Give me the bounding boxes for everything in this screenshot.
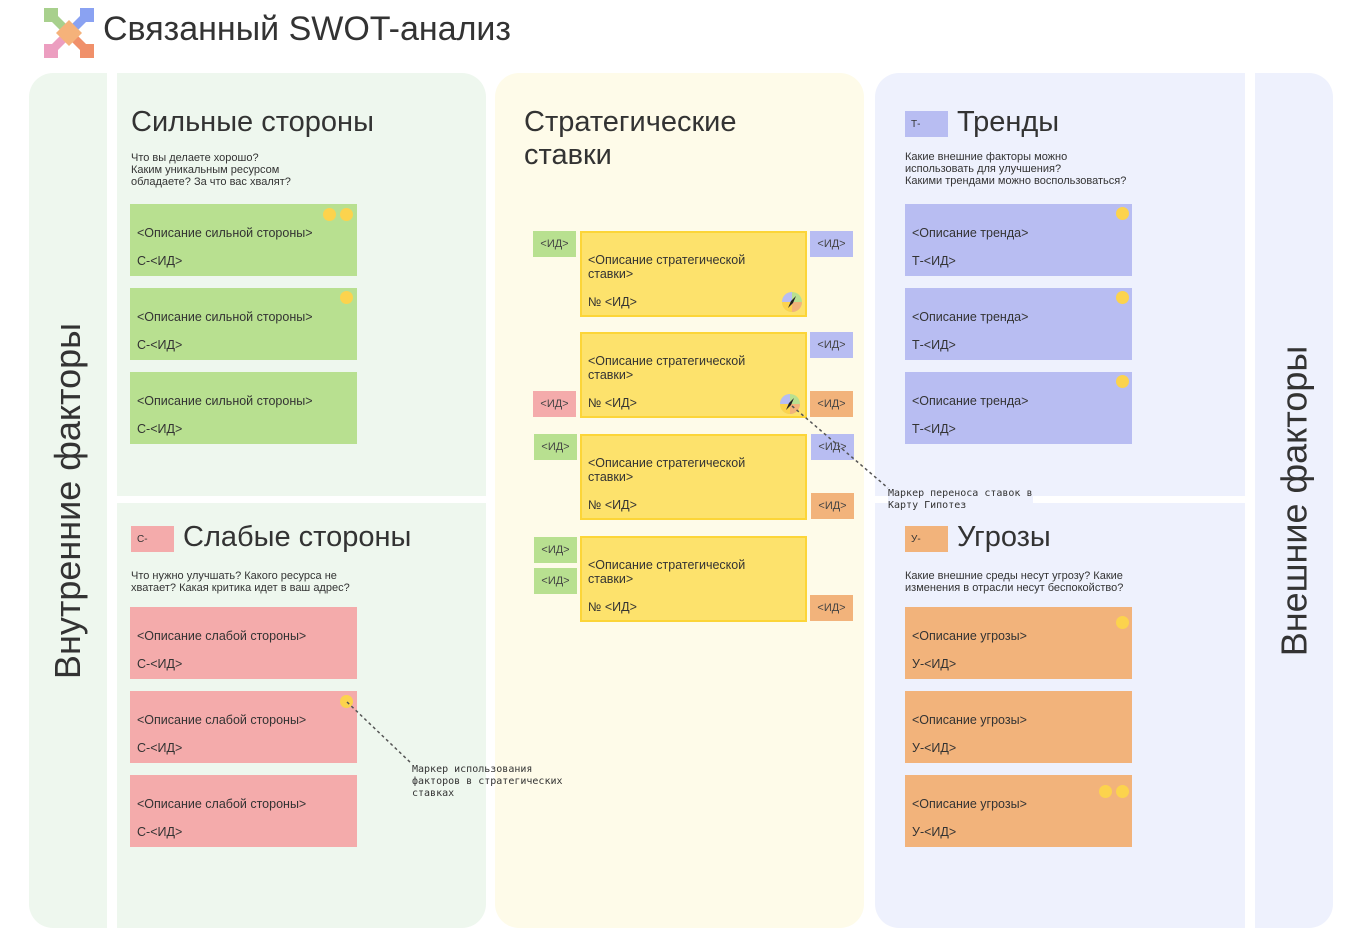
- trend-link-tag[interactable]: <ИД>: [811, 434, 854, 460]
- external-factors-bar: Внешние факторы: [1255, 73, 1333, 928]
- card-id: С-<ИД>: [137, 657, 183, 671]
- strength-card[interactable]: <Описание сильной стороны> С-<ИД>: [130, 288, 357, 360]
- usage-marker-dot: [1116, 291, 1129, 304]
- compass-icon[interactable]: [779, 393, 801, 415]
- strength-link-tag[interactable]: <ИД>: [534, 434, 577, 460]
- card-description: <Описание сильной стороны>: [137, 310, 313, 324]
- usage-marker-dot: [1099, 785, 1112, 798]
- card-id: Т-<ИД>: [912, 254, 956, 268]
- card-description: <Описание угрозы>: [912, 713, 1027, 727]
- usage-marker-note: Маркер использования факторов в стратеги…: [412, 764, 563, 799]
- usage-marker-dot: [1116, 785, 1129, 798]
- card-description: <Описание тренда>: [912, 310, 1029, 324]
- trend-prefix-tag: Т-: [905, 111, 948, 137]
- card-id: № <ИД>: [588, 295, 637, 309]
- weakness-prefix-tag: С-: [131, 526, 174, 552]
- threats-question: Какие внешние среды несут угрозу? Какие …: [905, 570, 1124, 594]
- card-description: <Описание слабой стороны>: [137, 713, 307, 727]
- card-description: <Описание сильной стороны>: [137, 394, 313, 408]
- card-id: С-<ИД>: [137, 825, 183, 839]
- card-id: С-<ИД>: [137, 338, 183, 352]
- strategy-card[interactable]: <Описание стратегической ставки> № <ИД>: [580, 332, 807, 418]
- page-title: Связанный SWOT-анализ: [103, 10, 512, 48]
- card-description: <Описание тренда>: [912, 226, 1029, 240]
- external-factors-label: Внешние факторы: [1273, 345, 1315, 656]
- logo-icon: [44, 8, 94, 58]
- card-description: <Описание слабой стороны>: [137, 629, 307, 643]
- card-description: <Описание слабой стороны>: [137, 797, 307, 811]
- card-id: С-<ИД>: [137, 741, 183, 755]
- card-description: <Описание сильной стороны>: [137, 226, 313, 240]
- usage-marker-dot: [1116, 616, 1129, 629]
- threat-card[interactable]: <Описание угрозы> У-<ИД>: [905, 607, 1132, 679]
- trend-link-tag[interactable]: <ИД>: [810, 231, 853, 257]
- weaknesses-title: Слабые стороны: [183, 521, 412, 553]
- weaknesses-question: Что нужно улучшать? Какого ресурса не хв…: [131, 570, 350, 594]
- card-description: <Описание угрозы>: [912, 797, 1027, 811]
- trend-card[interactable]: <Описание тренда> Т-<ИД>: [905, 372, 1132, 444]
- usage-marker-dot: [1116, 375, 1129, 388]
- weakness-card[interactable]: <Описание слабой стороны> С-<ИД>: [130, 607, 357, 679]
- card-id: С-<ИД>: [137, 422, 183, 436]
- strategy-card[interactable]: <Описание стратегической ставки> № <ИД>: [580, 231, 807, 317]
- card-description: <Описание угрозы>: [912, 629, 1027, 643]
- card-id: № <ИД>: [588, 498, 637, 512]
- transfer-marker-note: Маркер переноса ставок в Карту Гипотез: [888, 488, 1033, 512]
- card-description: <Описание стратегической ставки>: [588, 456, 746, 484]
- strategy-title: Стратегические ставки: [524, 106, 737, 171]
- trend-link-tag[interactable]: <ИД>: [810, 332, 853, 358]
- usage-marker-dot: [1116, 207, 1129, 220]
- threat-link-tag[interactable]: <ИД>: [811, 493, 854, 519]
- threat-link-tag[interactable]: <ИД>: [810, 595, 853, 621]
- strategy-card[interactable]: <Описание стратегической ставки> № <ИД>: [580, 434, 807, 520]
- threat-link-tag[interactable]: <ИД>: [810, 391, 853, 417]
- card-id: У-<ИД>: [912, 657, 957, 671]
- strategy-card[interactable]: <Описание стратегической ставки> № <ИД>: [580, 536, 807, 622]
- card-id: С-<ИД>: [137, 254, 183, 268]
- card-id: У-<ИД>: [912, 825, 957, 839]
- trends-title: Тренды: [957, 106, 1060, 138]
- threats-title: Угрозы: [957, 521, 1051, 553]
- strength-link-tag[interactable]: <ИД>: [534, 568, 577, 594]
- internal-factors-bar: Внутренние факторы: [29, 73, 107, 928]
- compass-icon[interactable]: [781, 291, 803, 313]
- threat-card[interactable]: <Описание угрозы> У-<ИД>: [905, 691, 1132, 763]
- strengths-title: Сильные стороны: [131, 106, 374, 138]
- threat-prefix-tag: У-: [905, 526, 948, 552]
- threat-card[interactable]: <Описание угрозы> У-<ИД>: [905, 775, 1132, 847]
- trends-question: Какие внешние факторы можно использовать…: [905, 151, 1127, 187]
- trend-card[interactable]: <Описание тренда> Т-<ИД>: [905, 204, 1132, 276]
- card-id: № <ИД>: [588, 600, 637, 614]
- usage-marker-dot: [340, 291, 353, 304]
- card-description: <Описание стратегической ставки>: [588, 558, 746, 586]
- card-description: <Описание стратегической ставки>: [588, 354, 746, 382]
- card-id: № <ИД>: [588, 396, 637, 410]
- strength-card[interactable]: <Описание сильной стороны> С-<ИД>: [130, 204, 357, 276]
- card-id: У-<ИД>: [912, 741, 957, 755]
- strength-link-tag[interactable]: <ИД>: [533, 231, 576, 257]
- usage-marker-dot: [323, 208, 336, 221]
- usage-marker-dot: [340, 695, 353, 708]
- card-id: Т-<ИД>: [912, 422, 956, 436]
- strength-link-tag[interactable]: <ИД>: [534, 537, 577, 563]
- weakness-card[interactable]: <Описание слабой стороны> С-<ИД>: [130, 691, 357, 763]
- weakness-card[interactable]: <Описание слабой стороны> С-<ИД>: [130, 775, 357, 847]
- trend-card[interactable]: <Описание тренда> Т-<ИД>: [905, 288, 1132, 360]
- strength-card[interactable]: <Описание сильной стороны> С-<ИД>: [130, 372, 357, 444]
- internal-factors-label: Внутренние факторы: [47, 322, 88, 679]
- card-description: <Описание стратегической ставки>: [588, 253, 746, 281]
- strengths-question: Что вы делаете хорошо? Каким уникальным …: [131, 152, 291, 188]
- card-id: Т-<ИД>: [912, 338, 956, 352]
- weakness-link-tag[interactable]: <ИД>: [533, 391, 576, 417]
- usage-marker-dot: [340, 208, 353, 221]
- card-description: <Описание тренда>: [912, 394, 1029, 408]
